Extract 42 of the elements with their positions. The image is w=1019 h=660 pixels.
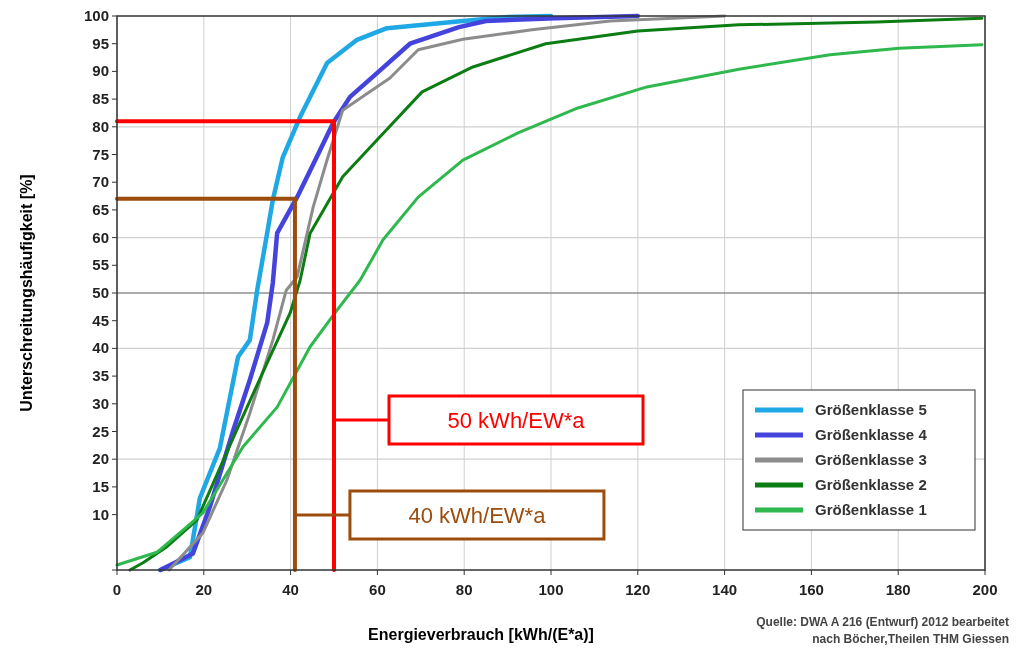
x-tick-label: 100: [538, 581, 564, 598]
x-axis-title: Energieverbrauch [kWh/(E*a)]: [368, 626, 594, 643]
y-tick-label: 15: [92, 477, 109, 495]
y-tick-label: 50: [92, 284, 109, 301]
y-tick-label: 85: [92, 90, 109, 108]
annotation: 40 kWh/EW*a: [408, 503, 547, 528]
y-tick-label: 60: [92, 228, 109, 246]
y-tick-label: 75: [92, 145, 109, 163]
y-tick-label: 90: [92, 62, 109, 80]
legend-label: Größenklasse 2: [815, 476, 927, 493]
x-tick-label: 0: [112, 581, 122, 598]
y-tick-label: 70: [92, 173, 109, 191]
x-tick-label: 120: [625, 581, 651, 598]
y-tick-label: 25: [92, 422, 109, 440]
y-tick-label: 10: [92, 505, 109, 523]
y-tick-label: 100: [83, 7, 109, 24]
legend-label: Größenklasse 4: [815, 426, 928, 443]
x-tick-label: 60: [369, 581, 386, 598]
y-tick-label: 65: [92, 200, 109, 218]
y-axis-title: Unterschreitungshäufigkeit [%]: [18, 174, 35, 412]
x-tick-label: 160: [798, 581, 824, 598]
x-tick-label: 20: [195, 581, 213, 598]
x-tick-label: 180: [885, 581, 911, 598]
annotation: 50 kWh/EW*a: [447, 408, 586, 433]
y-tick-label: 55: [92, 256, 109, 274]
y-tick-label: 30: [92, 394, 109, 412]
x-tick-label: 80: [455, 581, 473, 598]
text: nach Böcher,Theilen THM Giessen: [812, 632, 1009, 646]
line-series: [158, 13, 641, 573]
y-tick-label: 40: [92, 339, 109, 357]
legend-label: Größenklasse 3: [815, 451, 927, 468]
y-tick-label: 80: [92, 117, 109, 135]
legend-label: Größenklasse 5: [815, 401, 927, 418]
x-tick-label: 200: [972, 581, 998, 598]
y-tick-label: 35: [92, 367, 109, 385]
y-tick-label: 45: [92, 311, 109, 329]
x-tick-label: 140: [712, 581, 738, 598]
y-tick-label: 95: [92, 34, 109, 52]
source-note: Quelle: DWA A 216 (Entwurf) 2012 bearbeitet: [756, 615, 1009, 629]
y-tick-label: 20: [92, 450, 109, 468]
x-tick-label: 40: [282, 581, 299, 598]
legend-label: Größenklasse 1: [815, 501, 927, 518]
